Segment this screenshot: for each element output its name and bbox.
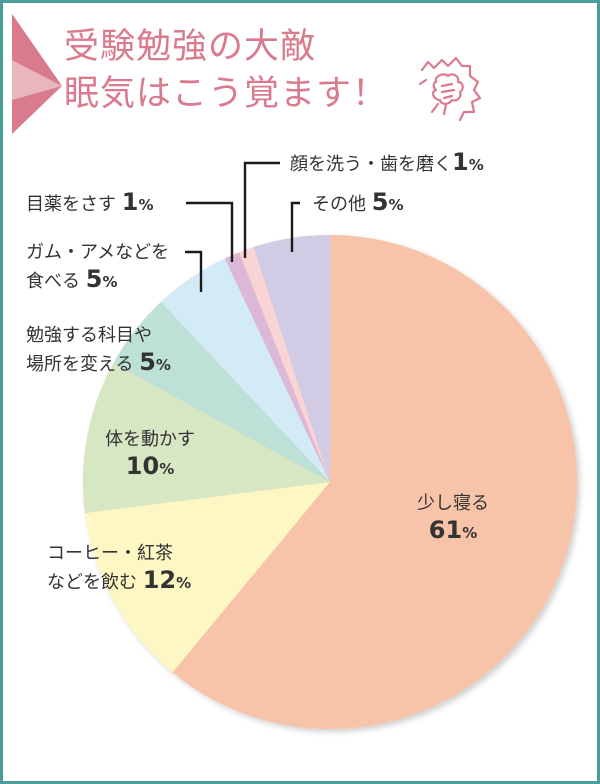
label-sleep-value: 61% xyxy=(428,516,478,544)
leader-lines xyxy=(185,161,300,292)
title-line-1: 受験勉強の大敵 xyxy=(64,27,317,67)
label-change-line1: 勉強する科目や xyxy=(26,325,152,346)
label-gum-line2: 食べる xyxy=(26,271,80,292)
fist-burst-icon xyxy=(418,56,482,122)
label-eyedrops-text: 目薬をさす xyxy=(26,194,116,215)
label-sleep-text: 少し寝る xyxy=(417,493,489,514)
label-coffee-line2: などを飲む xyxy=(47,572,137,593)
pie-slice xyxy=(83,363,330,513)
label-change: 勉強する科目や 場所を変える 5% xyxy=(26,322,171,379)
pie-slice xyxy=(160,258,330,482)
label-gum-value: 5% xyxy=(85,265,118,293)
label-move: 体を動かす 10% xyxy=(80,426,220,483)
pie-slice xyxy=(239,247,330,482)
pie-slice xyxy=(84,482,331,673)
pie-slice xyxy=(113,301,331,482)
label-coffee-line1: コーヒー・紅茶 xyxy=(47,543,173,564)
label-other-text: その他 xyxy=(312,194,366,215)
label-change-line2: 場所を変える xyxy=(26,354,134,375)
label-move-value: 10% xyxy=(125,452,175,480)
page-title: 受験勉強の大敵 眠気はこう覚ます！ xyxy=(64,24,388,118)
label-change-value: 5% xyxy=(139,348,171,376)
label-sleep: 少し寝る 61% xyxy=(398,490,508,547)
label-coffee: コーヒー・紅茶 などを飲む 12% xyxy=(47,540,191,597)
label-eyedrops: 目薬をさす 1% xyxy=(26,189,153,219)
label-coffee-value: 12% xyxy=(142,566,192,594)
label-gum-line1: ガム・アメなどを xyxy=(26,242,170,263)
label-wash-text: 顔を洗う・歯を磨く xyxy=(290,154,452,175)
label-other: その他 5% xyxy=(312,189,403,219)
pie-slice xyxy=(172,235,577,729)
pie-slice xyxy=(224,252,330,482)
label-wash-value: 1% xyxy=(452,148,484,176)
label-gum: ガム・アメなどを 食べる 5% xyxy=(26,239,169,296)
label-move-text: 体を動かす xyxy=(105,429,195,450)
pie-slice xyxy=(253,235,330,482)
label-other-value: 5% xyxy=(371,188,404,216)
label-eyedrops-value: 1% xyxy=(121,188,154,216)
title-line-2: 眠気はこう覚ます！ xyxy=(64,74,389,114)
label-wash: 顔を洗う・歯を磨く1% xyxy=(290,149,484,179)
title-arrow-icon xyxy=(12,14,62,134)
